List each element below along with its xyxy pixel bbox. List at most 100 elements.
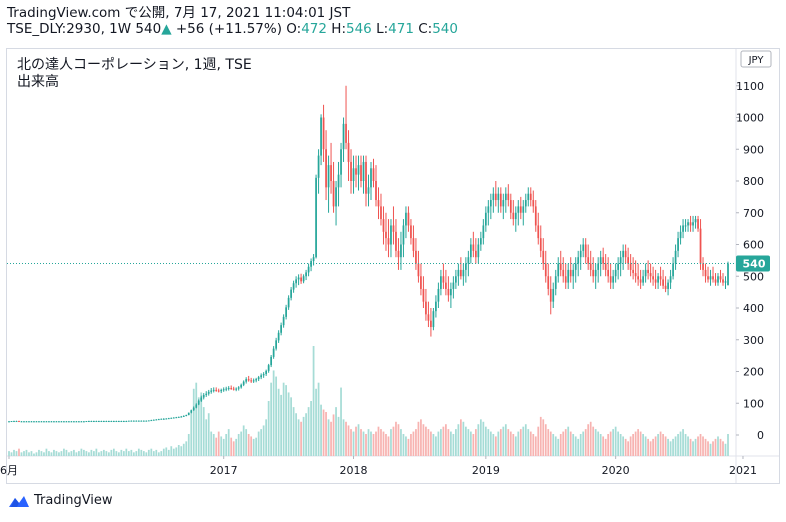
price-axis[interactable]: 0 100 200 300 400 500 600 700 800 900 1000 1100 <box>736 80 764 442</box>
candle <box>484 206 487 232</box>
candle-body <box>292 283 295 290</box>
volume-bar <box>332 414 335 456</box>
candle-body <box>28 421 30 423</box>
volume-bar <box>445 424 447 456</box>
volume-bar <box>682 429 684 456</box>
candle <box>287 295 290 310</box>
candle-body <box>524 200 527 207</box>
chart-frame <box>6 48 780 484</box>
candle-body <box>712 276 714 280</box>
volume-bar <box>360 429 362 456</box>
candle-body <box>400 244 402 258</box>
candle <box>549 276 552 315</box>
volume-bar <box>60 451 63 456</box>
candle-body <box>155 419 158 421</box>
candle <box>222 387 225 392</box>
candle-body <box>559 263 562 270</box>
volume-bar <box>642 434 644 456</box>
candle <box>152 419 155 421</box>
candle-body <box>612 276 615 283</box>
candle-body <box>402 225 405 245</box>
candle-body <box>95 421 98 423</box>
candle <box>405 206 407 239</box>
candle <box>689 215 692 232</box>
volume-bar <box>180 446 183 456</box>
volume-bar <box>212 434 215 456</box>
volume-bar <box>255 437 258 456</box>
candle <box>392 206 395 245</box>
y-tick-label: 900 <box>743 143 764 156</box>
volume-bar <box>504 424 507 456</box>
volume-bar <box>120 449 123 456</box>
candle <box>702 257 704 277</box>
volume-bar <box>310 401 312 456</box>
footer-brand[interactable]: TradingView <box>8 493 113 508</box>
open-value: 472 <box>301 21 327 37</box>
candle <box>382 206 385 245</box>
candle-body <box>360 165 362 182</box>
volume-bar <box>335 407 337 456</box>
candle-body <box>507 193 510 201</box>
candle-body <box>509 200 512 213</box>
candle-body <box>425 301 427 315</box>
currency-label[interactable]: JPY <box>748 55 765 66</box>
volume-bar <box>127 451 130 456</box>
candle-body <box>102 421 105 423</box>
volume-bar <box>632 434 635 456</box>
volume-bar <box>410 434 412 456</box>
candle-body <box>38 421 40 423</box>
candle <box>88 420 90 423</box>
volume-bar <box>375 431 377 456</box>
volume-bar <box>577 438 580 456</box>
volume-bar <box>195 382 198 456</box>
candle-body <box>290 289 292 298</box>
candle <box>567 263 570 289</box>
volume-bar <box>200 392 203 456</box>
candle-body <box>452 282 455 289</box>
volume-bar <box>322 409 325 456</box>
candle <box>637 263 639 286</box>
volume-bar <box>604 438 607 456</box>
candle-body <box>272 348 275 357</box>
candle-body <box>310 261 312 267</box>
candle <box>397 238 400 270</box>
x-tick-label: 2017 <box>210 464 238 477</box>
volume-bar <box>704 438 707 456</box>
candle <box>460 257 462 280</box>
volume-bar <box>98 452 100 456</box>
candle-body <box>415 250 417 264</box>
candle <box>697 215 699 232</box>
candle-body <box>190 410 193 413</box>
volume-bar <box>205 419 208 456</box>
candle-body <box>564 276 567 283</box>
candle <box>504 187 507 213</box>
candle-body <box>410 225 412 239</box>
x-tick-label: 6月 <box>0 464 18 477</box>
volume-bar <box>464 426 467 456</box>
candle <box>352 155 355 194</box>
candle-body <box>322 117 325 150</box>
candle <box>462 263 465 286</box>
candle <box>107 420 110 423</box>
symbol-label: TSE_DLY:2930, 1W <box>7 21 132 37</box>
currency-button[interactable]: JPY <box>740 50 772 68</box>
time-axis[interactable]: 6月201720182019202020218月 <box>0 456 786 477</box>
price-change: +56 (+11.57%) <box>175 21 282 37</box>
currency-button-frame[interactable] <box>740 50 772 68</box>
candle <box>322 104 325 162</box>
candle <box>242 380 245 387</box>
volume-bar <box>702 436 704 456</box>
candle-body <box>325 149 327 188</box>
volume-bar <box>8 451 10 456</box>
candle <box>55 421 58 423</box>
volume-bar <box>494 436 497 456</box>
candle-body <box>255 379 258 381</box>
candle-body <box>340 149 342 175</box>
volume-bar <box>407 438 410 456</box>
candle <box>499 187 502 213</box>
candle-body <box>165 418 168 420</box>
volume-bar <box>160 451 163 456</box>
candle <box>68 421 70 423</box>
volume-bar <box>142 451 145 456</box>
